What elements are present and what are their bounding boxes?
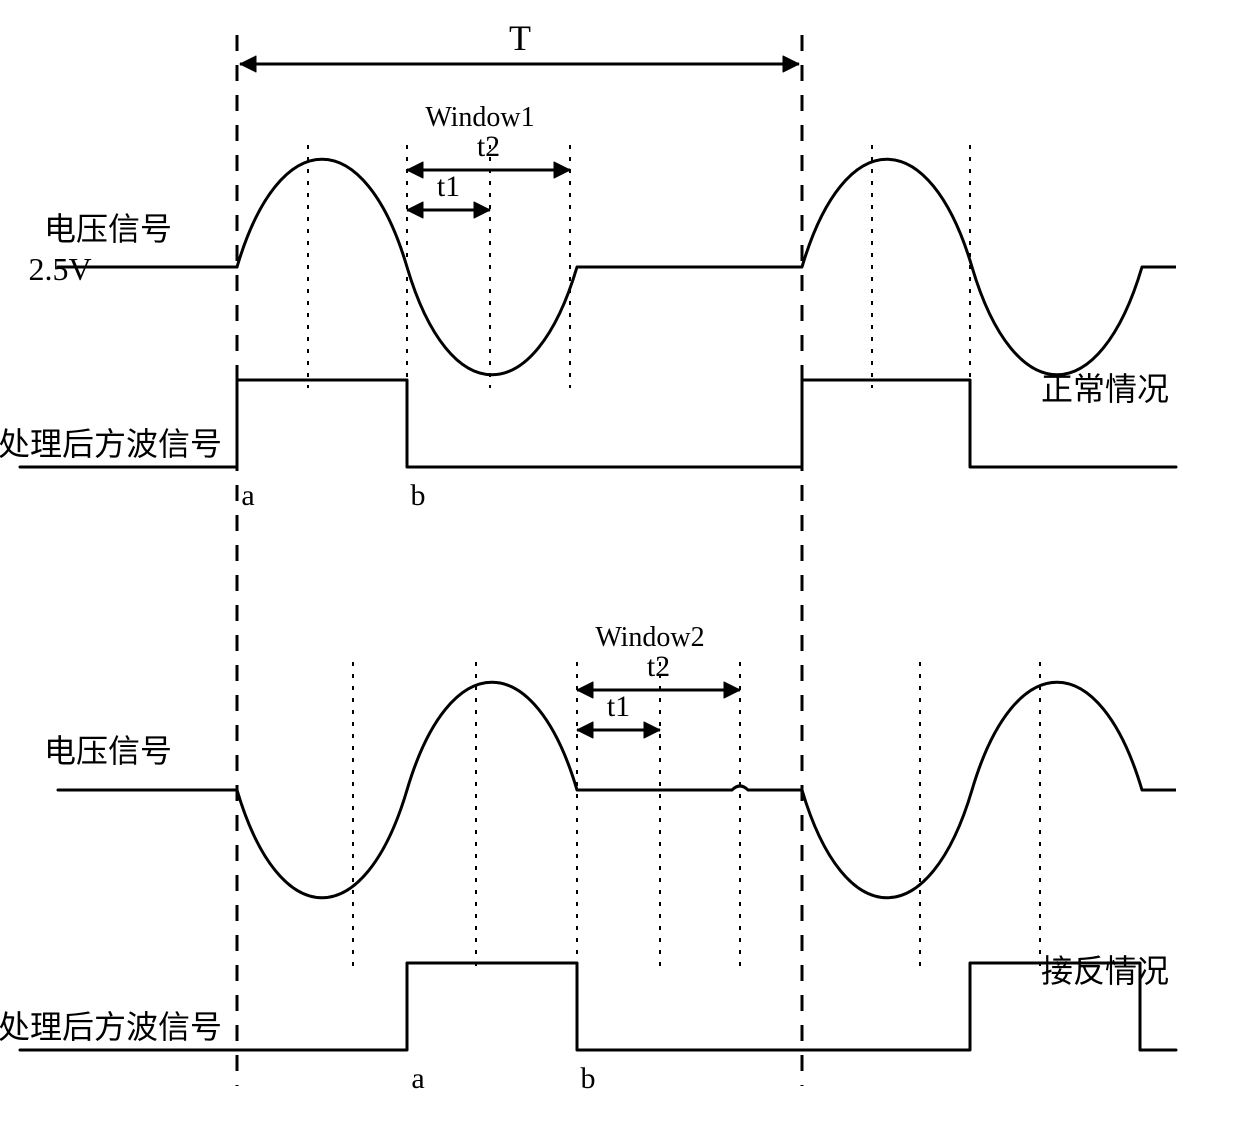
t2-label-bottom: t2 [647,650,670,683]
a-label-top: a [241,479,254,512]
a-label-bottom: a [411,1062,424,1095]
square-signal-label-top: 处理后方波信号 [0,426,222,462]
square-signal-label-bottom: 处理后方波信号 [0,1009,222,1045]
vref-label: 2.5V [28,251,91,287]
t1-label-top: t1 [437,170,460,203]
reversed-case-label: 接反情况 [1041,953,1169,989]
T-label: T [509,18,531,58]
b-label-bottom: b [581,1062,596,1095]
voltage-signal-label-top: 电压信号 [44,211,172,247]
voltage-signal-label-bottom: 电压信号 [44,733,172,769]
timing-diagram: Tt1t2Window1电压信号2.5V处理后方波信号正常情况abt1t2Win… [0,0,1240,1129]
b-label-top: b [411,479,426,512]
normal-case-label: 正常情况 [1041,371,1169,407]
t1-label-bottom: t1 [607,690,630,723]
window1-label: Window1 [425,102,534,133]
t2-label-top: t2 [477,130,500,163]
window2-label: Window2 [595,622,704,653]
